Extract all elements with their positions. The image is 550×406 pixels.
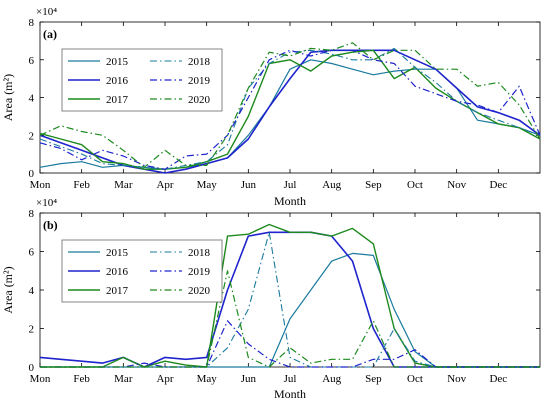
x-tick-label: Sep	[365, 373, 382, 385]
legend-entry-2016: 2016	[106, 75, 129, 87]
y-exponent-label: ×10⁴	[36, 197, 57, 209]
y-tick-label: 6	[29, 55, 35, 67]
series-line-2018	[39, 47, 541, 170]
x-axis-label: Month	[274, 387, 306, 401]
x-axis-label: Month	[274, 194, 306, 208]
series-line-2019	[39, 49, 541, 170]
x-tick-label: Jun	[241, 373, 257, 385]
y-tick-label: 8	[29, 17, 35, 29]
x-tick-label: Oct	[407, 373, 423, 385]
legend-entry-2019: 2019	[188, 75, 211, 87]
x-tick-label: Jul	[284, 373, 297, 385]
x-tick-label: Nov	[447, 179, 466, 191]
x-tick-label: Aug	[322, 373, 341, 385]
legend-entry-2020: 2020	[188, 285, 211, 297]
y-tick-label: 2	[29, 324, 35, 336]
x-tick-label: May	[197, 179, 218, 191]
y-axis-label: Area (m²)	[1, 74, 15, 121]
legend: 2015 2016 2017 2018 2019 2020	[61, 239, 223, 303]
x-tick-label: Jun	[241, 179, 257, 191]
y-tick-label: 8	[29, 208, 35, 220]
legend-entry-2016: 2016	[106, 266, 129, 278]
x-tick-label: Mar	[114, 373, 133, 385]
x-tick-label: Apr	[156, 179, 173, 191]
panel-b: 0 2 4 6 8 Mon Feb Mar Apr May Jun Jul Aug Sep Oct Nov De…	[1, 197, 541, 401]
x-tick-label: Mar	[114, 179, 133, 191]
y-tick-label: 4	[29, 93, 35, 105]
panel-label: (a)	[43, 27, 57, 41]
legend-entry-2015: 2015	[106, 56, 129, 68]
legend-entry-2015: 2015	[106, 247, 129, 259]
x-tick-label: Nov	[447, 373, 466, 385]
legend-entry-2017: 2017	[106, 285, 129, 297]
x-tick-label: Feb	[73, 179, 90, 191]
series-line-2020	[40, 270, 540, 368]
y-tick-label: 4	[29, 285, 35, 297]
x-tick-label: Feb	[73, 373, 90, 385]
x-tick-label: Aug	[322, 179, 341, 191]
x-tick-label: Mon	[30, 179, 51, 191]
y-tick-label: 2	[29, 130, 35, 142]
panel-label: (b)	[43, 218, 58, 232]
y-tick-label: 6	[29, 247, 35, 259]
legend-entry-2019: 2019	[188, 266, 211, 278]
y-exponent-label: ×10⁴	[36, 6, 57, 18]
legend-entry-2018: 2018	[188, 247, 211, 259]
x-tick-label: Jul	[284, 179, 297, 191]
x-tick-label: Apr	[156, 373, 173, 385]
y-tick-label: 0	[29, 362, 35, 374]
x-tick-label: Mon	[30, 373, 51, 385]
legend-entry-2018: 2018	[188, 56, 211, 68]
x-tick-label: May	[197, 373, 218, 385]
legend: 2015 2016 2017 2018 2019 2020	[61, 48, 223, 112]
x-tick-label: Sep	[365, 179, 382, 191]
series-line-2020	[39, 42, 541, 168]
y-tick-label: 0	[29, 168, 35, 180]
x-tick-label: Oct	[407, 179, 423, 191]
x-tick-label: Dec	[489, 179, 507, 191]
y-axis-label: Area (m²)	[1, 266, 15, 313]
legend-entry-2020: 2020	[188, 94, 211, 106]
x-tick-label: Dec	[489, 373, 507, 385]
legend-entry-2017: 2017	[106, 94, 129, 106]
panel-a: 0 2 4 6 8 Mon Feb Mar Apr May Jun Jul Aug Sep Oct Nov De…	[1, 6, 541, 208]
